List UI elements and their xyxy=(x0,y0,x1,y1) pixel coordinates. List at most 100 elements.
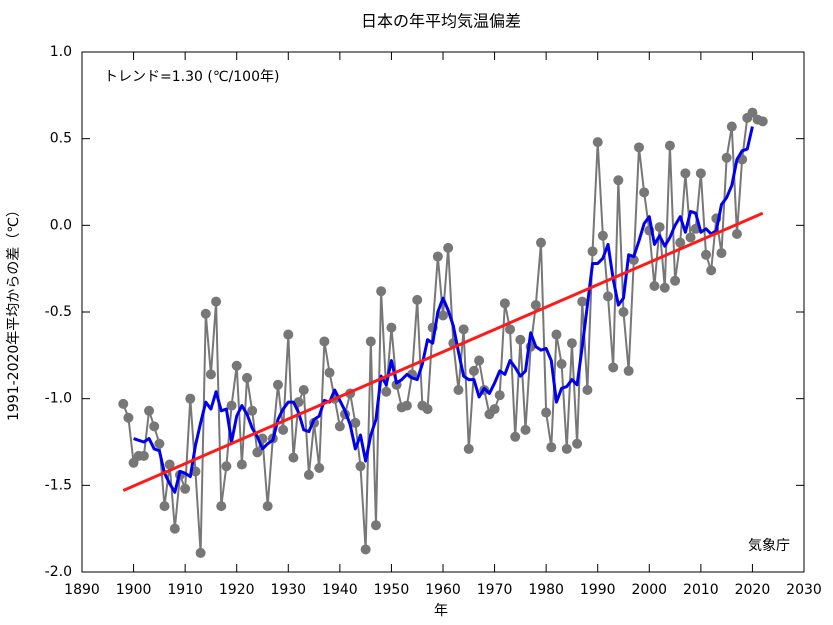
data-point xyxy=(438,310,448,321)
y-tick-label: -2.0 xyxy=(45,564,72,580)
data-point xyxy=(577,296,588,307)
data-point xyxy=(226,400,237,411)
data-point xyxy=(613,175,624,186)
data-point xyxy=(216,501,227,512)
data-point xyxy=(572,438,583,449)
x-tick-label: 1910 xyxy=(167,582,203,598)
data-point xyxy=(649,281,660,291)
x-tick-label: 1940 xyxy=(322,582,358,598)
x-tick-label: 1890 xyxy=(64,582,100,598)
y-tick-label: -1.5 xyxy=(45,477,72,493)
data-point xyxy=(149,421,160,432)
data-point xyxy=(701,249,712,260)
data-point xyxy=(603,291,614,302)
data-point xyxy=(252,447,263,458)
x-tick-label: 1930 xyxy=(270,582,306,598)
data-point xyxy=(205,369,216,380)
y-tick-label: 1.0 xyxy=(50,44,72,60)
data-point xyxy=(381,386,392,397)
data-point xyxy=(468,365,479,376)
data-point xyxy=(422,404,433,415)
data-point xyxy=(128,457,139,468)
data-point xyxy=(587,246,598,257)
credit: 気象庁 xyxy=(748,538,790,554)
data-point xyxy=(510,431,521,442)
series-line xyxy=(133,126,754,494)
data-point xyxy=(370,520,381,531)
data-point xyxy=(597,230,608,241)
data-point xyxy=(144,405,155,416)
x-tick-label: 1980 xyxy=(528,582,564,598)
data-point xyxy=(489,404,500,415)
data-point xyxy=(639,187,650,198)
data-point xyxy=(314,463,325,473)
data-point xyxy=(365,336,376,347)
y-axis-label: 1991-2020年平均からの差（℃） xyxy=(6,203,22,421)
data-point xyxy=(283,329,294,340)
data-point xyxy=(278,424,289,435)
data-point xyxy=(185,393,196,404)
y-tick-label: -1.0 xyxy=(45,391,72,407)
data-point xyxy=(319,336,330,347)
data-point xyxy=(551,329,562,340)
x-tick-label: 1960 xyxy=(425,582,461,598)
data-point xyxy=(520,424,531,435)
data-point xyxy=(685,232,696,243)
data-point xyxy=(303,469,314,480)
series-line xyxy=(122,111,764,554)
data-point xyxy=(288,452,299,463)
data-point xyxy=(118,398,129,409)
x-tick-label: 1990 xyxy=(580,582,616,598)
data-point xyxy=(659,282,670,293)
data-point xyxy=(164,459,175,470)
data-point xyxy=(247,405,258,416)
data-point xyxy=(695,168,706,179)
y-tick-label: 0.5 xyxy=(50,131,72,147)
x-axis-label: 年 xyxy=(434,603,448,619)
data-point xyxy=(386,322,397,333)
y-tick-label: 0.0 xyxy=(50,217,72,233)
data-point xyxy=(747,107,758,118)
data-point xyxy=(169,523,180,534)
data-point xyxy=(324,367,335,378)
data-point xyxy=(350,417,361,428)
data-point xyxy=(556,359,567,369)
x-tick-label: 2020 xyxy=(735,582,771,598)
x-tick-label: 2000 xyxy=(631,582,667,598)
data-point xyxy=(334,421,345,432)
data-point xyxy=(180,483,191,494)
data-point xyxy=(582,385,593,395)
data-point xyxy=(298,385,309,395)
x-tick-label: 1920 xyxy=(219,582,255,598)
data-point xyxy=(592,137,603,148)
data-point xyxy=(412,294,423,305)
data-point xyxy=(494,390,505,401)
data-point xyxy=(221,461,232,472)
data-point xyxy=(231,360,242,371)
data-point xyxy=(355,461,366,472)
data-point xyxy=(505,324,516,335)
data-point xyxy=(675,237,686,248)
data-point xyxy=(623,365,634,376)
annotation: トレンド=1.30 (℃/100年) xyxy=(104,69,279,85)
data-point xyxy=(608,362,619,373)
data-point xyxy=(138,450,149,461)
data-point xyxy=(443,242,454,253)
data-point xyxy=(757,116,768,127)
data-point xyxy=(530,300,541,311)
data-point xyxy=(453,385,464,395)
data-point xyxy=(360,544,371,555)
data-point xyxy=(561,443,572,454)
data-point xyxy=(458,324,469,335)
data-point xyxy=(731,229,742,239)
data-point xyxy=(200,308,211,319)
data-point xyxy=(541,407,552,418)
data-point xyxy=(211,296,222,307)
x-tick-label: 2010 xyxy=(683,582,719,598)
data-point xyxy=(726,121,737,132)
data-point xyxy=(618,307,629,317)
series-line xyxy=(122,211,764,492)
x-tick-label: 1970 xyxy=(477,582,513,598)
data-point xyxy=(566,338,577,349)
